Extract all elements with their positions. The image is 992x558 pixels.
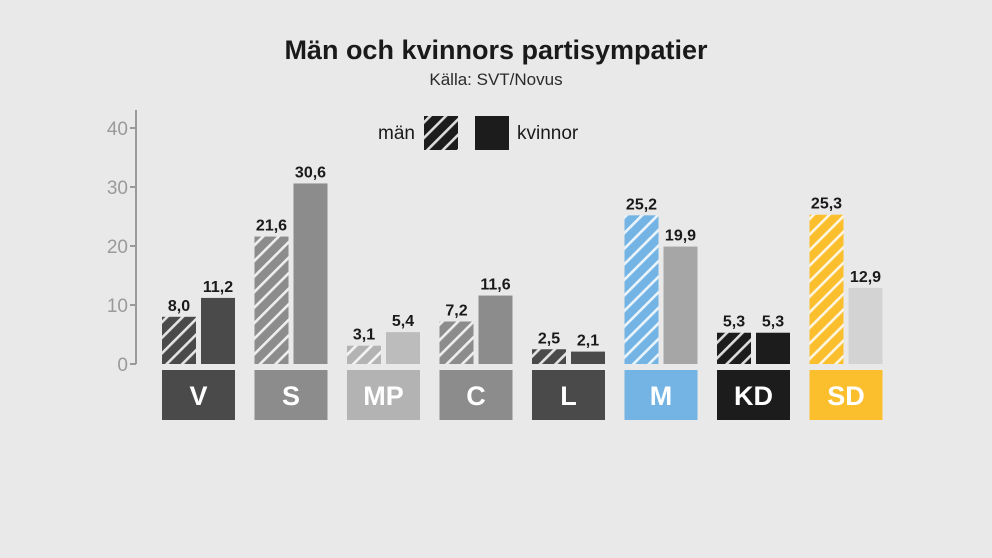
bar-mp-women xyxy=(386,332,420,364)
category-box-v xyxy=(162,370,235,420)
category-box-kd xyxy=(717,370,790,420)
value-label-m-men: 25,2 xyxy=(626,196,657,213)
legend: män kvinnor xyxy=(378,116,579,150)
value-label-mp-women: 5,4 xyxy=(392,313,414,330)
legend-swatch-women xyxy=(475,116,509,150)
category-label-s: S xyxy=(282,381,300,411)
y-axis-ticks: 0 10 20 30 40 xyxy=(107,119,136,376)
category-box-m xyxy=(624,370,698,420)
value-label-c-women: 11,6 xyxy=(480,277,510,294)
category-box-s xyxy=(254,370,328,420)
bar-kd-women xyxy=(756,332,790,364)
value-labels: 8,0 11,2 21,6 30,6 3,1 5,4 7,2 11,6 2,5 2,1 25,2 19… xyxy=(168,164,881,349)
value-label-kd-women: 5,3 xyxy=(762,314,784,331)
category-label-sd: SD xyxy=(827,381,865,411)
bar-kd-men xyxy=(717,332,751,364)
y-tick-label: 40 xyxy=(107,119,128,140)
category-label-kd: KD xyxy=(734,381,773,411)
category-boxes: V S MP C L M KD SD xyxy=(162,370,883,420)
value-label-v-women: 11,2 xyxy=(203,279,233,296)
value-label-sd-men: 25,3 xyxy=(811,196,842,213)
category-label-l: L xyxy=(560,381,577,411)
bar-l-men xyxy=(532,349,566,364)
category-box-sd xyxy=(809,370,883,420)
bar-v-men xyxy=(162,316,196,364)
y-tick-label: 20 xyxy=(107,237,128,258)
bar-l-women xyxy=(571,351,605,364)
bar-sd-women xyxy=(848,287,883,364)
bar-s-women xyxy=(293,183,328,364)
chart-subtitle: Källa: SVT/Novus xyxy=(429,70,562,89)
legend-label-women: kvinnor xyxy=(517,123,579,144)
bar-c-men xyxy=(439,321,474,364)
category-label-c: C xyxy=(466,381,486,411)
value-label-kd-men: 5,3 xyxy=(723,314,745,331)
y-tick-label: 0 xyxy=(117,355,128,376)
bar-m-men xyxy=(624,215,659,364)
value-label-v-men: 8,0 xyxy=(168,298,190,315)
value-label-l-women: 2,1 xyxy=(577,333,599,350)
y-tick-label: 30 xyxy=(107,178,128,199)
category-box-mp xyxy=(347,370,420,420)
value-label-mp-men: 3,1 xyxy=(353,327,375,344)
legend-label-men: män xyxy=(378,123,415,144)
bar-v-women xyxy=(201,297,235,364)
bars-group xyxy=(162,183,883,364)
value-label-l-men: 2,5 xyxy=(538,330,560,347)
value-label-c-men: 7,2 xyxy=(445,303,467,320)
bar-s-men xyxy=(254,236,289,364)
value-label-sd-women: 12,9 xyxy=(850,269,881,286)
bar-sd-men xyxy=(809,214,844,364)
bar-m-women xyxy=(663,246,698,364)
category-label-mp: MP xyxy=(363,381,404,411)
value-label-m-women: 19,9 xyxy=(665,228,696,245)
category-box-l xyxy=(532,370,605,420)
y-tick-label: 10 xyxy=(107,296,128,317)
category-box-c xyxy=(439,370,513,420)
category-label-m: M xyxy=(650,381,673,411)
bar-mp-men xyxy=(347,345,381,364)
value-label-s-women: 30,6 xyxy=(295,164,326,181)
chart-title: Män och kvinnors partisympatier xyxy=(284,35,708,65)
legend-swatch-men xyxy=(424,116,458,150)
bar-c-women xyxy=(478,295,513,364)
value-label-s-men: 21,6 xyxy=(256,218,287,235)
category-label-v: V xyxy=(189,381,207,411)
